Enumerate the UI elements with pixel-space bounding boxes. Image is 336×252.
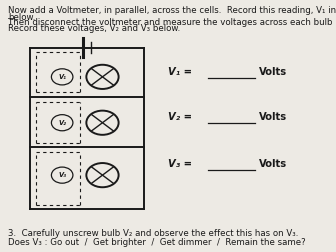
Text: 3.  Carefully unscrew bulb V₂ and observe the effect this has on V₃.: 3. Carefully unscrew bulb V₂ and observe… bbox=[8, 229, 299, 238]
Text: V₁ =: V₁ = bbox=[168, 67, 196, 77]
Text: V₁: V₁ bbox=[58, 74, 66, 80]
Text: V₂ =: V₂ = bbox=[168, 112, 196, 122]
Text: V₃: V₃ bbox=[58, 172, 66, 178]
Text: Record these voltages, V₂ and V₃ below.: Record these voltages, V₂ and V₃ below. bbox=[8, 24, 181, 33]
Text: V₃ =: V₃ = bbox=[168, 159, 196, 169]
Text: Volts: Volts bbox=[259, 159, 287, 169]
Text: Volts: Volts bbox=[259, 67, 287, 77]
Text: Does V₃ : Go out  /  Get brighter  /  Get dimmer  /  Remain the same?: Does V₃ : Go out / Get brighter / Get di… bbox=[8, 238, 306, 247]
Text: Volts: Volts bbox=[259, 112, 287, 122]
Text: Then disconnect the voltmeter and measure the voltages across each bulb in turn.: Then disconnect the voltmeter and measur… bbox=[8, 18, 336, 27]
Text: Now add a Voltmeter, in parallel, across the cells.  Record this reading, V₁ in : Now add a Voltmeter, in parallel, across… bbox=[8, 6, 336, 15]
Text: below.: below. bbox=[8, 13, 36, 22]
Text: V₂: V₂ bbox=[58, 120, 66, 126]
